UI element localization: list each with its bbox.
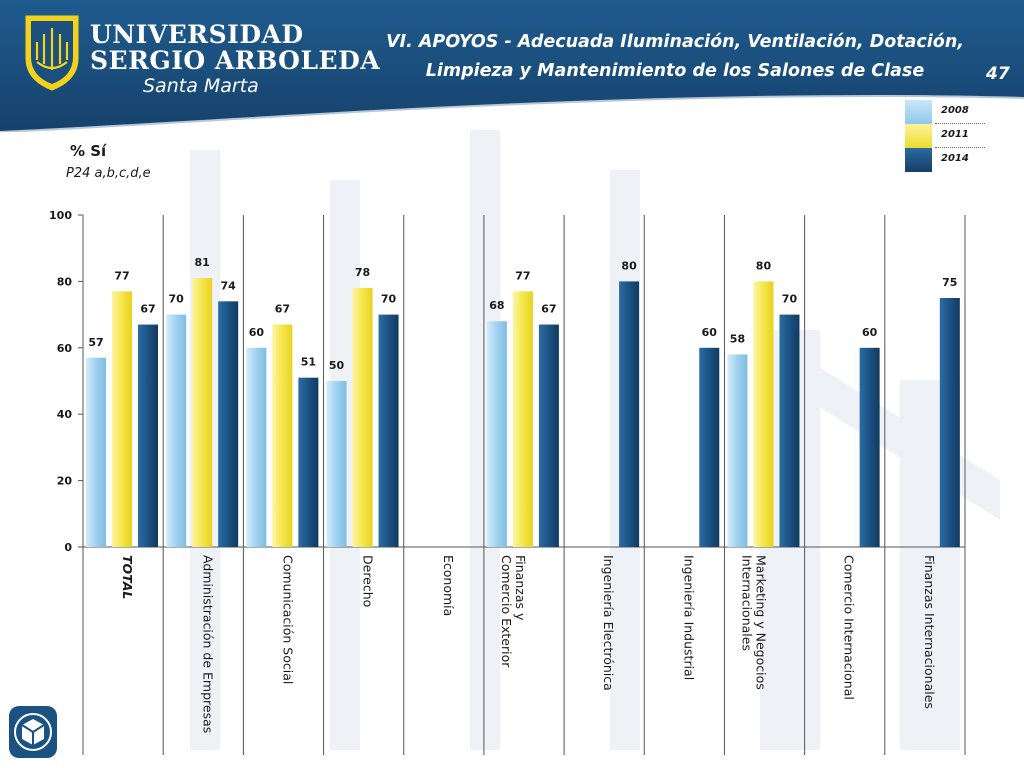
- data-label: 67: [541, 303, 556, 316]
- bar-2014-7: [699, 347, 720, 547]
- data-label: 60: [702, 326, 718, 339]
- x-tick-label: Ingeniería Electrónica: [601, 555, 616, 691]
- data-label: 57: [88, 336, 103, 349]
- data-label: 60: [249, 326, 265, 339]
- svg-text:Finanzas y: Finanzas y: [513, 555, 528, 621]
- legend-label-2008: 2008: [941, 105, 969, 116]
- bar-2011-2: [272, 324, 293, 547]
- y-tick-label: 40: [57, 408, 73, 421]
- chart-legend: 2008 2011 2014: [905, 100, 985, 172]
- bar-2014-5: [538, 324, 559, 547]
- university-name-line2: SERGIO ARBOLEDA: [90, 46, 381, 75]
- data-label: 68: [489, 299, 504, 312]
- page-number: 47: [986, 64, 1010, 84]
- bar-2014-0: [138, 324, 158, 547]
- bar-2014-2: [298, 377, 319, 547]
- legend-item-2008: 2008: [905, 100, 985, 124]
- bar-2008-3: [326, 381, 347, 547]
- bar-2014-1: [218, 301, 239, 547]
- chart-title: % Sí: [70, 142, 107, 160]
- svg-text:Derecho: Derecho: [361, 555, 376, 607]
- legend-swatch-2008: [905, 100, 932, 124]
- data-label: 58: [730, 332, 745, 345]
- legend-label-2014: 2014: [941, 153, 969, 164]
- svg-text:Comunicación Social: Comunicación Social: [280, 555, 295, 684]
- x-tick-label: Comunicación Social: [280, 555, 295, 684]
- svg-text:Marketing y Negocios: Marketing y Negocios: [754, 555, 769, 690]
- y-tick-label: 100: [49, 209, 72, 222]
- header-banner: [0, 0, 1024, 132]
- data-label: 50: [329, 359, 345, 372]
- data-label: 77: [515, 269, 530, 282]
- data-label: 70: [169, 293, 185, 306]
- bar-2008-8: [727, 354, 748, 547]
- university-emblem-icon: [9, 706, 57, 758]
- bar-2014-9: [859, 347, 880, 547]
- x-tick-label: Derecho: [361, 555, 376, 607]
- slide-title-line1: VI. APOYOS - Adecuada Iluminación, Venti…: [386, 32, 964, 52]
- svg-text:Finanzas Internacionales: Finanzas Internacionales: [922, 555, 937, 709]
- x-tick-label: TOTAL: [120, 555, 135, 599]
- y-tick-label: 80: [57, 275, 73, 288]
- bar-2008-1: [166, 314, 187, 547]
- data-label: 67: [140, 303, 155, 316]
- data-label: 75: [942, 276, 957, 289]
- y-tick-label: 0: [64, 541, 72, 554]
- x-tick-label: Economía: [441, 555, 456, 616]
- x-tick-label: Comercio Internacional: [842, 555, 857, 700]
- bar-2014-10: [939, 298, 960, 547]
- svg-text:Economía: Economía: [441, 555, 456, 616]
- y-tick-label: 60: [57, 342, 73, 355]
- campus-name: Santa Marta: [143, 75, 259, 97]
- data-label: 78: [355, 266, 370, 279]
- svg-text:Comercio Exterior: Comercio Exterior: [499, 555, 514, 668]
- chart-subtitle: P24 a,b,c,d,e: [66, 166, 151, 181]
- slide-title: VI. APOYOS - Adecuada Iluminación, Venti…: [380, 28, 970, 86]
- x-tick-label: Finanzas Internacionales: [922, 555, 937, 709]
- legend-swatch-2014: [905, 148, 932, 172]
- data-label: 67: [275, 303, 290, 316]
- bar-2008-0: [86, 357, 106, 547]
- bar-2008-5: [486, 321, 507, 547]
- svg-text:Ingeniería Industrial: Ingeniería Industrial: [681, 555, 696, 680]
- data-label: 70: [381, 293, 397, 306]
- slide-title-line2: Limpieza y Mantenimiento de los Salones …: [425, 61, 925, 81]
- legend-swatch-2011: [905, 124, 932, 148]
- legend-label-2011: 2011: [941, 129, 969, 140]
- x-tick-label: Ingeniería Industrial: [681, 555, 696, 680]
- bar-2008-2: [246, 347, 267, 547]
- x-tick-label: Administración de Empresas: [200, 555, 215, 733]
- svg-text:Administración de Empresas: Administración de Empresas: [200, 555, 215, 733]
- bar-2014-3: [378, 314, 399, 547]
- y-tick-label: 20: [57, 475, 73, 488]
- data-label: 80: [621, 259, 637, 272]
- svg-text:Internacionales: Internacionales: [740, 555, 755, 651]
- bar-2014-8: [779, 314, 800, 547]
- bar-2011-5: [512, 291, 533, 547]
- data-label: 70: [782, 293, 798, 306]
- bar-2014-6: [619, 281, 640, 547]
- svg-text:TOTAL: TOTAL: [120, 555, 135, 599]
- bar-2011-0: [112, 291, 132, 547]
- svg-text:Comercio Internacional: Comercio Internacional: [842, 555, 857, 700]
- svg-text:Ingeniería Electrónica: Ingeniería Electrónica: [601, 555, 616, 691]
- university-shield-icon: [25, 15, 79, 91]
- university-name-line1: UNIVERSIDAD: [90, 20, 304, 49]
- bar-2011-1: [192, 278, 213, 547]
- data-label: 77: [114, 269, 129, 282]
- bar-2011-3: [352, 288, 373, 547]
- data-label: 60: [862, 326, 878, 339]
- data-label: 80: [756, 259, 772, 272]
- legend-item-2014: 2014: [905, 148, 985, 172]
- legend-item-2011: 2011: [905, 124, 985, 148]
- data-label: 81: [195, 256, 210, 269]
- data-label: 51: [301, 356, 316, 369]
- data-label: 74: [221, 279, 237, 292]
- bar-2011-8: [753, 281, 774, 547]
